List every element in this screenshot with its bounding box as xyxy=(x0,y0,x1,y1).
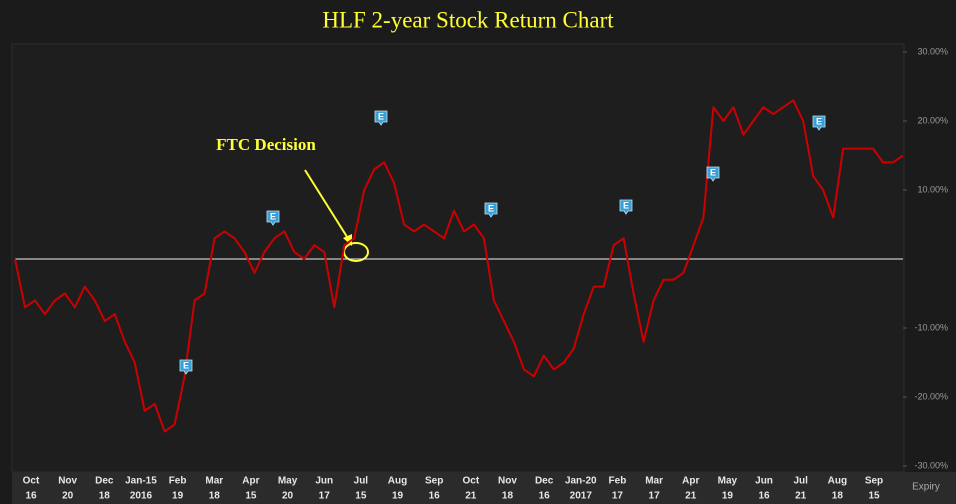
x-tick-label: 2017 xyxy=(570,491,593,502)
x-tick-label: Jan-20 xyxy=(565,476,597,487)
event-label: E xyxy=(816,116,822,126)
x-tick-label: 15 xyxy=(355,491,367,502)
x-tick-label: Dec xyxy=(535,476,554,487)
x-tick-label: 15 xyxy=(245,491,257,502)
x-tick-label: 18 xyxy=(209,491,221,502)
x-tick-label: 18 xyxy=(99,491,111,502)
event-badge xyxy=(619,199,633,215)
x-tick-label: Jul xyxy=(354,476,369,487)
x-tick-label: Jan-15 xyxy=(125,476,157,487)
event-marker: E xyxy=(619,199,633,215)
event-badge xyxy=(706,166,720,182)
x-tick-label: Aug xyxy=(388,476,407,487)
x-tick-label: Apr xyxy=(242,476,259,487)
x-tick-label: Nov xyxy=(58,476,77,487)
event-marker: E xyxy=(484,202,498,218)
x-tick-label: 17 xyxy=(319,491,331,502)
x-tick-label: 2016 xyxy=(130,491,153,502)
x-tick-label: Feb xyxy=(609,476,627,487)
x-tick-label: 16 xyxy=(429,491,441,502)
event-badge xyxy=(374,110,388,126)
event-label: E xyxy=(183,360,189,370)
event-label: E xyxy=(270,211,276,221)
event-label: E xyxy=(488,203,494,213)
x-tick-label: 19 xyxy=(172,491,184,502)
event-label: E xyxy=(623,200,629,210)
event-marker: E xyxy=(706,166,720,182)
y-tick-label: -20.00% xyxy=(914,391,948,401)
x-tick-label: Jul xyxy=(793,476,808,487)
x-tick-label: Sep xyxy=(865,476,883,487)
x-tick-label: Nov xyxy=(498,476,517,487)
x-tick-label: Mar xyxy=(645,476,663,487)
x-tick-label: Oct xyxy=(462,476,479,487)
x-tick-label: May xyxy=(718,476,738,487)
event-marker: E xyxy=(812,115,826,131)
chart-title: HLF 2-year Stock Return Chart xyxy=(322,7,614,32)
annotation-arrow xyxy=(304,169,350,241)
x-tick-label: 19 xyxy=(392,491,404,502)
x-tick-label: 17 xyxy=(612,491,624,502)
x-tick-label: 21 xyxy=(795,491,807,502)
x-tick-label: Sep xyxy=(425,476,443,487)
event-label: E xyxy=(378,111,384,121)
event-badge xyxy=(179,359,193,375)
event-badge xyxy=(812,115,826,131)
line-series xyxy=(14,99,904,433)
x-axis-label: Expiry xyxy=(912,482,940,493)
event-marker: E xyxy=(266,210,280,226)
x-tick-label: Oct xyxy=(23,476,40,487)
x-tick-label: Apr xyxy=(682,476,699,487)
y-tick-label: 30.00% xyxy=(917,46,948,56)
x-tick-label: 20 xyxy=(282,491,294,502)
x-tick-label: May xyxy=(278,476,298,487)
x-tick-label: 16 xyxy=(758,491,770,502)
event-badge xyxy=(266,210,280,226)
x-tick-label: 16 xyxy=(25,491,37,502)
event-badge xyxy=(484,202,498,218)
x-tick-label: Aug xyxy=(828,476,847,487)
x-tick-label: Mar xyxy=(205,476,223,487)
x-tick-label: 18 xyxy=(502,491,514,502)
y-tick-label: -10.00% xyxy=(914,322,948,332)
x-tick-label: 21 xyxy=(685,491,697,502)
annotation: FTC Decision xyxy=(216,135,316,154)
plot-area xyxy=(11,43,905,473)
x-tick-label: 18 xyxy=(832,491,844,502)
x-tick-label: Jun xyxy=(315,476,333,487)
event-label: E xyxy=(710,167,716,177)
x-tick-label: Dec xyxy=(95,476,114,487)
x-tick-label: Jun xyxy=(755,476,773,487)
y-tick-label: -30.00% xyxy=(914,460,948,470)
y-tick-label: 20.00% xyxy=(917,115,948,125)
x-tick-label: 20 xyxy=(62,491,74,502)
x-tick-label: 15 xyxy=(868,491,880,502)
x-tick-label: Feb xyxy=(169,476,187,487)
x-tick-label: 19 xyxy=(722,491,734,502)
x-tick-label: 16 xyxy=(539,491,551,502)
event-marker: E xyxy=(179,359,193,375)
x-axis-band xyxy=(12,472,956,504)
x-tick-label: 17 xyxy=(649,491,661,502)
arrow-head xyxy=(343,234,352,246)
x-tick-label: 21 xyxy=(465,491,477,502)
event-marker: E xyxy=(374,110,388,126)
y-tick-label: 10.00% xyxy=(917,184,948,194)
